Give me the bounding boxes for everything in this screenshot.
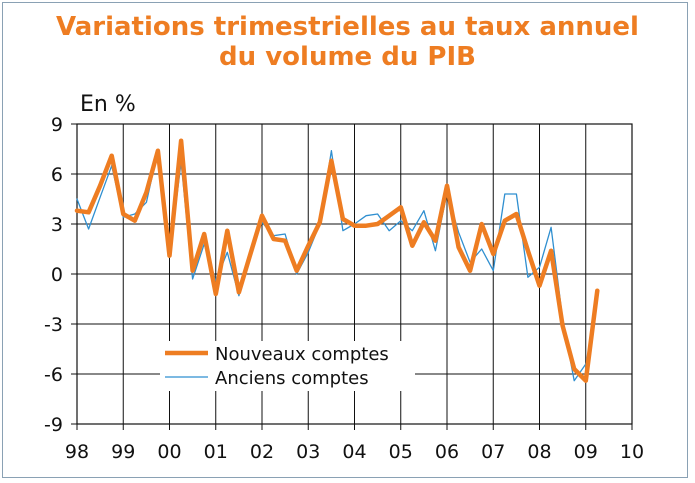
x-tick-label: 06 <box>435 441 459 463</box>
x-tick-label: 98 <box>65 441 89 463</box>
x-tick-label: 04 <box>342 441 366 463</box>
x-tick-label: 10 <box>620 441 644 463</box>
chart-title: Variations trimestrielles au taux annuel… <box>0 12 695 72</box>
chart-title-line-2: du volume du PIB <box>219 42 476 72</box>
y-tick-label: -3 <box>44 314 63 336</box>
x-tick-label: 03 <box>296 441 320 463</box>
y-tick-label: -9 <box>44 414 63 436</box>
y-tick-label: 0 <box>51 264 63 286</box>
legend: Nouveaux comptes Anciens comptes <box>160 341 415 391</box>
series-lines <box>74 138 600 383</box>
x-tick-label: 02 <box>250 441 274 463</box>
x-tick-label: 08 <box>527 441 551 463</box>
series-line-nouveaux-comptes <box>74 138 600 383</box>
x-tick-label: 99 <box>111 441 135 463</box>
x-tick-label: 07 <box>481 441 505 463</box>
y-tick-label: 9 <box>51 114 63 136</box>
chart-frame <box>2 2 688 478</box>
x-tick-label: 05 <box>389 441 413 463</box>
x-tick-label: 09 <box>574 441 598 463</box>
x-tick-label: 01 <box>204 441 228 463</box>
unit-label: En % <box>80 92 136 117</box>
y-tick-label: 6 <box>51 164 63 186</box>
legend-background <box>160 341 415 391</box>
legend-label: Nouveaux comptes <box>215 344 389 365</box>
chart-title-line-1: Variations trimestrielles au taux annuel <box>56 12 639 42</box>
x-tick-label: 00 <box>157 441 181 463</box>
y-tick-label: 3 <box>51 214 63 236</box>
legend-label: Anciens comptes <box>215 368 369 389</box>
y-tick-label: -6 <box>44 364 63 386</box>
axis-ticks: 9 6 3 0 -3 -6 -998 99 00 01 02 03 04 05 06 07 08 09 10 <box>44 114 644 463</box>
